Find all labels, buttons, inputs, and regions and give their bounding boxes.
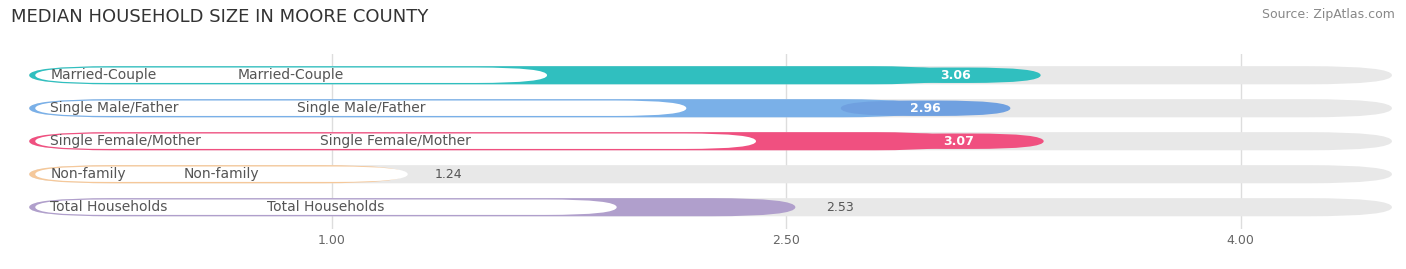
FancyBboxPatch shape: [30, 198, 796, 216]
FancyBboxPatch shape: [30, 198, 1392, 216]
FancyBboxPatch shape: [30, 99, 925, 117]
Text: Single Male/Father: Single Male/Father: [51, 101, 179, 115]
Text: 3.07: 3.07: [943, 135, 974, 148]
Text: Married-Couple: Married-Couple: [51, 68, 156, 82]
FancyBboxPatch shape: [872, 68, 1040, 83]
Text: Married-Couple: Married-Couple: [238, 68, 344, 82]
Text: Source: ZipAtlas.com: Source: ZipAtlas.com: [1261, 8, 1395, 21]
FancyBboxPatch shape: [35, 68, 547, 83]
Text: 2.96: 2.96: [910, 102, 941, 115]
Text: 3.06: 3.06: [941, 69, 972, 82]
Text: Single Male/Father: Single Male/Father: [297, 101, 425, 115]
Text: Single Female/Mother: Single Female/Mother: [51, 134, 201, 148]
Text: Single Female/Mother: Single Female/Mother: [321, 134, 471, 148]
FancyBboxPatch shape: [30, 165, 405, 183]
FancyBboxPatch shape: [30, 132, 1392, 150]
FancyBboxPatch shape: [35, 101, 686, 116]
FancyBboxPatch shape: [30, 99, 1392, 117]
FancyBboxPatch shape: [30, 66, 1392, 84]
Text: Non-family: Non-family: [51, 167, 127, 181]
FancyBboxPatch shape: [875, 133, 1043, 149]
FancyBboxPatch shape: [30, 66, 956, 84]
FancyBboxPatch shape: [841, 101, 1011, 116]
FancyBboxPatch shape: [30, 132, 959, 150]
FancyBboxPatch shape: [30, 165, 1392, 183]
FancyBboxPatch shape: [35, 200, 617, 215]
Text: 1.24: 1.24: [434, 168, 463, 181]
Text: 2.53: 2.53: [825, 201, 853, 214]
Text: Total Households: Total Households: [51, 200, 167, 214]
FancyBboxPatch shape: [35, 133, 756, 149]
Text: Total Households: Total Households: [267, 200, 385, 214]
Text: MEDIAN HOUSEHOLD SIZE IN MOORE COUNTY: MEDIAN HOUSEHOLD SIZE IN MOORE COUNTY: [11, 8, 429, 26]
Text: Non-family: Non-family: [184, 167, 259, 181]
FancyBboxPatch shape: [35, 167, 408, 182]
